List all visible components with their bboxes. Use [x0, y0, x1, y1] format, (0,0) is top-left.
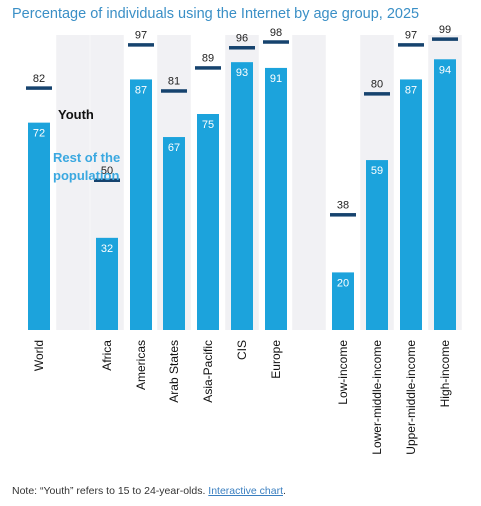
interactive-chart-link[interactable]: Interactive chart [208, 485, 283, 497]
legend-youth: Youth [58, 107, 94, 122]
bar-europe [265, 67, 287, 331]
youth-marker [263, 40, 289, 44]
bar-africa [96, 237, 118, 330]
category-label: Asia-Pacific [201, 340, 215, 403]
chart: 72 82 32 50 87 97 67 81 75 89 93 96 91 98 20 38 59 80 87 97… [26, 24, 462, 455]
legend-rest-line-1: Rest of the [53, 150, 120, 165]
bar-value-label: 87 [405, 84, 417, 96]
youth-marker [128, 43, 154, 47]
category-label: Lower-middle-income [370, 340, 384, 455]
background-band [292, 35, 326, 330]
bar-cis [231, 62, 253, 330]
bar-value-label: 93 [236, 67, 248, 79]
youth-value-label: 50 [101, 165, 113, 177]
bar-value-label: 91 [270, 73, 282, 85]
category-label: Africa [100, 340, 114, 371]
youth-marker [229, 46, 255, 50]
background-band [56, 35, 90, 330]
bar-americas [130, 79, 152, 330]
category-label: Low-income [336, 340, 350, 405]
category-label: High-income [438, 340, 452, 408]
youth-marker [330, 213, 356, 217]
note-period: . [283, 485, 286, 497]
category-label: Upper-middle-income [404, 340, 418, 455]
youth-value-label: 81 [168, 76, 180, 88]
bar-value-label: 94 [439, 64, 451, 76]
youth-marker [161, 89, 187, 93]
youth-marker [195, 66, 221, 70]
legend-rest-line-2: population [53, 168, 119, 183]
bar-value-label: 67 [168, 142, 180, 154]
bar-upper-middle-income [400, 79, 422, 330]
category-label: Arab States [167, 340, 181, 403]
bar-arab-states [163, 137, 185, 330]
youth-marker [26, 86, 52, 90]
bar-low-income [332, 272, 354, 330]
bar-world [28, 122, 50, 330]
youth-value-label: 89 [202, 53, 214, 65]
bar-value-label: 59 [371, 165, 383, 177]
youth-value-label: 97 [405, 30, 417, 42]
chart-title: Percentage of individuals using the Inte… [12, 6, 420, 22]
category-label: Europe [269, 340, 283, 379]
bar-high-income [434, 59, 456, 330]
chart-note: Note: “Youth” refers to 15 to 24-year-ol… [12, 485, 286, 497]
youth-value-label: 38 [337, 200, 349, 212]
bar-value-label: 87 [135, 84, 147, 96]
youth-value-label: 82 [33, 73, 45, 85]
youth-marker [94, 178, 120, 182]
youth-marker [432, 37, 458, 41]
bar-lower-middle-income [366, 160, 388, 330]
category-label: World [32, 340, 46, 371]
youth-value-label: 80 [371, 79, 383, 91]
bar-value-label: 32 [101, 243, 113, 255]
bar-value-label: 20 [337, 277, 349, 289]
bar-value-label: 72 [33, 128, 45, 140]
youth-value-label: 99 [439, 24, 451, 36]
youth-value-label: 96 [236, 33, 248, 45]
youth-marker [398, 43, 424, 47]
note-text: Note: “Youth” refers to 15 to 24-year-ol… [12, 485, 209, 497]
bar-asia-pacific [197, 114, 219, 330]
category-label: Americas [134, 340, 148, 390]
youth-value-label: 98 [270, 27, 282, 39]
youth-marker [364, 92, 390, 96]
youth-value-label: 97 [135, 30, 147, 42]
bar-value-label: 75 [202, 119, 214, 131]
category-label: CIS [235, 340, 249, 360]
